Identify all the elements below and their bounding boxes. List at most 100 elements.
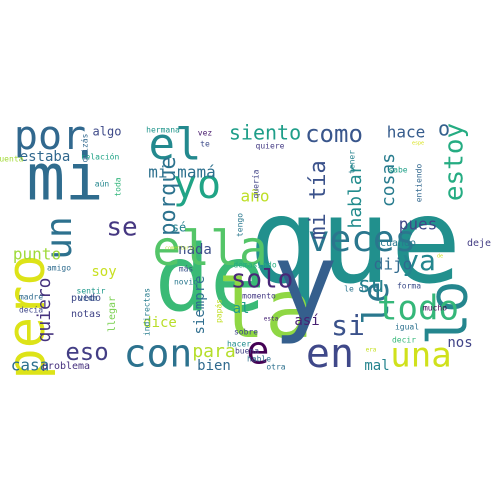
word-hace: hace — [387, 123, 426, 142]
word-tengo: tengo — [236, 213, 245, 237]
word-algo: algo — [93, 125, 122, 139]
word-entiendo: entiendo — [415, 164, 424, 203]
word-sabe: sabe — [388, 166, 407, 175]
word-veces: veces — [308, 219, 416, 260]
word-comentario: comentario — [165, 246, 195, 252]
word-nada: nada — [178, 242, 212, 258]
word-siento: siento — [229, 121, 301, 145]
word-madre: madre — [19, 293, 43, 302]
word-toda: toda — [114, 177, 123, 196]
word-dijo: dijo — [374, 255, 413, 274]
word-se: se — [106, 213, 137, 243]
word-problema: problema — [42, 361, 90, 372]
word-al: al — [233, 301, 250, 317]
word-estoy: estoy — [440, 123, 470, 201]
word-quizas: quizás — [81, 133, 90, 162]
word-amigo: amigo — [47, 264, 71, 273]
word-te: te — [200, 140, 210, 149]
word-una: una — [390, 336, 451, 376]
word-en: en — [306, 331, 354, 377]
word-hacer: hacer — [227, 340, 251, 349]
word-puedo: puedo — [71, 293, 101, 304]
word-ano: año — [241, 187, 270, 206]
word-deje: deje — [467, 238, 491, 249]
word-por: por — [14, 113, 86, 159]
word-de: de — [437, 254, 443, 260]
word-y: y — [272, 218, 338, 346]
word-decir: decir — [392, 336, 416, 345]
word-vez: vez — [198, 129, 213, 138]
word-le-dije: le dije — [344, 285, 378, 294]
word-se: sé — [172, 221, 186, 235]
word-cosas: cosas — [378, 153, 399, 207]
word-siempre: siempre — [192, 275, 208, 334]
word-con: con — [124, 332, 193, 376]
word-relacion: relación — [81, 152, 120, 162]
word-mas: más — [179, 265, 194, 274]
word-pero: pero — [0, 254, 57, 379]
word-tener: tener — [348, 150, 357, 174]
word-sentir: sentir — [77, 287, 106, 296]
word-yo: yo — [173, 162, 221, 208]
word-pues: pues — [399, 215, 438, 234]
word-forma: forma — [397, 282, 421, 291]
word-un: un — [39, 216, 80, 259]
word-soy: soy — [91, 264, 116, 280]
word-le: le — [356, 281, 397, 324]
word-mi-tia: mi tía — [306, 160, 331, 239]
word-demasiado: demasiado — [233, 261, 277, 270]
word-hermana: hermana — [146, 126, 180, 135]
word-lo: lo — [417, 280, 480, 345]
word-otra: otra — [266, 363, 285, 372]
word-punto: punto — [13, 245, 61, 264]
word-cuenta: cuenta — [0, 155, 24, 164]
word-e: e — [247, 329, 270, 373]
word-mi-mama: mi mamá — [148, 163, 215, 182]
word-vida: vida — [78, 294, 97, 303]
word-la: la — [217, 263, 313, 356]
word-como: como — [305, 120, 363, 148]
word-esta: esta — [264, 316, 279, 323]
word-dice: dice — [143, 315, 177, 331]
word-estaba: estaba — [20, 149, 71, 165]
word-aun: aún — [95, 180, 110, 189]
word-sobre: sobre — [234, 328, 258, 337]
word-casa: casa — [11, 356, 50, 375]
word-si: si — [331, 309, 365, 342]
word-solo: solo — [231, 265, 294, 295]
word-asi: así — [294, 313, 319, 329]
word-hable: hable — [247, 355, 271, 364]
word-ella: ella — [152, 221, 268, 277]
word-porque: porque — [156, 156, 181, 235]
word-indirectas: indirectas — [143, 288, 152, 336]
word-quiere: quiere — [256, 142, 285, 151]
word-el: el — [149, 119, 202, 170]
word-quiero: quiero — [34, 277, 55, 342]
word-era: era — [366, 347, 377, 354]
word-eso: eso — [65, 338, 108, 366]
word-queria: quería — [252, 169, 261, 198]
word-mal: mal — [364, 358, 389, 374]
word-bien: bien — [197, 358, 231, 374]
word-hablar: hablar — [345, 163, 366, 228]
word-mucho: mucho — [423, 304, 447, 313]
word-papas: papás — [215, 299, 224, 323]
word-nos: nos — [447, 335, 472, 351]
word-o: o — [438, 117, 450, 141]
word-que: que — [248, 172, 461, 310]
word-buena: buena — [235, 347, 259, 356]
word-cuando: cuando — [380, 238, 416, 249]
word-ya: ya — [402, 244, 436, 277]
word-espe: espe — [412, 141, 424, 147]
word-su: su — [358, 273, 385, 298]
word-todo: todo — [377, 289, 459, 329]
word-igual: igual — [395, 323, 419, 332]
word-novio: novio — [174, 278, 198, 287]
word-momento: momento — [242, 292, 276, 301]
word-para: para — [192, 341, 235, 362]
word-de: de — [155, 225, 266, 332]
word-decia: decía — [19, 306, 43, 315]
word-mi: mi — [26, 142, 103, 216]
word-llegar: llegar — [107, 296, 118, 332]
